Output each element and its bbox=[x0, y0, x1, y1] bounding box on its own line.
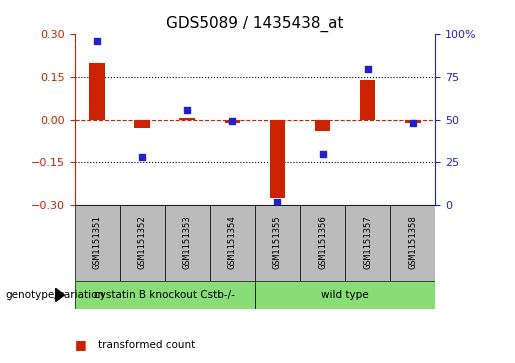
Bar bbox=[119, 205, 165, 281]
Point bbox=[408, 120, 417, 126]
Point bbox=[138, 154, 146, 160]
Point bbox=[318, 151, 327, 157]
Point bbox=[273, 199, 282, 205]
Bar bbox=[165, 205, 210, 281]
Title: GDS5089 / 1435438_at: GDS5089 / 1435438_at bbox=[166, 16, 344, 32]
Bar bbox=[75, 205, 119, 281]
Point bbox=[364, 66, 372, 72]
Bar bbox=[405, 120, 421, 123]
Text: ■: ■ bbox=[75, 338, 87, 351]
Text: GSM1151355: GSM1151355 bbox=[273, 215, 282, 269]
Text: cystatin B knockout Cstb-/-: cystatin B knockout Cstb-/- bbox=[94, 290, 235, 300]
Text: genotype/variation: genotype/variation bbox=[5, 290, 104, 300]
Bar bbox=[315, 120, 331, 131]
Text: GSM1151357: GSM1151357 bbox=[363, 215, 372, 269]
Bar bbox=[300, 205, 345, 281]
Text: GSM1151352: GSM1151352 bbox=[138, 215, 147, 269]
Text: transformed count: transformed count bbox=[98, 340, 195, 350]
Bar bbox=[359, 80, 375, 120]
Bar bbox=[255, 205, 300, 281]
Bar bbox=[225, 120, 241, 123]
Bar bbox=[390, 205, 435, 281]
Bar bbox=[75, 281, 255, 309]
Text: GSM1151356: GSM1151356 bbox=[318, 215, 327, 269]
Bar bbox=[210, 205, 255, 281]
Bar bbox=[345, 205, 390, 281]
Bar bbox=[255, 281, 435, 309]
Text: GSM1151354: GSM1151354 bbox=[228, 215, 237, 269]
Text: wild type: wild type bbox=[321, 290, 369, 300]
Point bbox=[228, 119, 236, 125]
Text: GSM1151358: GSM1151358 bbox=[408, 215, 417, 269]
Bar bbox=[89, 63, 105, 120]
Bar bbox=[269, 120, 285, 198]
Text: GSM1151351: GSM1151351 bbox=[93, 215, 101, 269]
Point bbox=[93, 38, 101, 44]
Text: GSM1151353: GSM1151353 bbox=[183, 215, 192, 269]
Point bbox=[183, 107, 192, 113]
Bar bbox=[179, 118, 195, 120]
Bar bbox=[134, 120, 150, 129]
